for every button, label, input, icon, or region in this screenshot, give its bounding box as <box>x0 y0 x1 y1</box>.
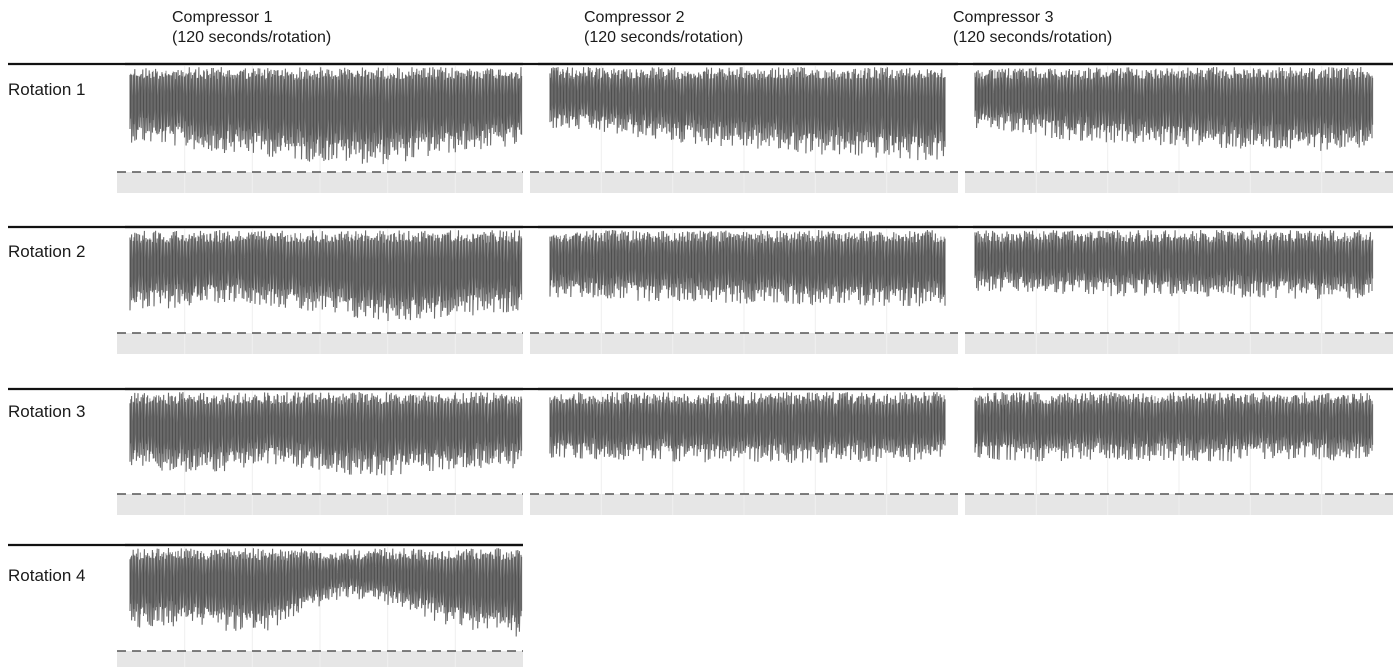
column-title: Compressor 2 <box>584 9 685 26</box>
panel-r3-c2 <box>530 387 958 515</box>
column-note: (120 seconds/rotation) <box>584 29 744 46</box>
panel-r3-c3 <box>965 387 1393 515</box>
row-label-rotation-3: Rotation 3 <box>8 402 86 421</box>
panel-trace <box>549 229 946 307</box>
panel-r3-c1 <box>117 387 523 515</box>
column-title: Compressor 1 <box>172 9 273 26</box>
row-label-rotation-4: Rotation 4 <box>8 566 86 585</box>
panel-trace <box>974 229 1373 300</box>
panel-trace-dark <box>975 70 1374 140</box>
column-header-compressor-1: Compressor 1 (120 seconds/rotation) <box>172 8 331 48</box>
panel-trace-dark <box>130 395 523 463</box>
panel-trace <box>974 392 1373 462</box>
panel-trace-dark <box>975 233 1374 290</box>
column-header-compressor-3: Compressor 3 (120 seconds/rotation) <box>953 8 1112 48</box>
row-label-rotation-2: Rotation 2 <box>8 242 86 261</box>
column-header-compressor-2: Compressor 2 (120 seconds/rotation) <box>584 8 743 48</box>
panel-trace <box>549 66 946 161</box>
panel-r4-c1 <box>117 543 523 667</box>
panel-r2-c3 <box>965 225 1393 354</box>
panel-r2-c2 <box>530 225 958 354</box>
panel-r1-c2 <box>530 62 958 193</box>
column-title: Compressor 3 <box>953 9 1054 26</box>
panel-r2-c1 <box>117 225 523 354</box>
panel-trace <box>974 66 1373 151</box>
column-note: (120 seconds/rotation) <box>953 29 1113 46</box>
column-note: (120 seconds/rotation) <box>172 29 332 46</box>
panel-trace-dark <box>130 70 523 149</box>
panel-r1-c1 <box>117 62 523 193</box>
panel-r1-c3 <box>965 62 1393 193</box>
panel-trace-dark <box>550 395 945 453</box>
panel-trace-dark <box>975 395 1374 453</box>
panel-trace-dark <box>130 233 523 309</box>
row-label-rotation-1: Rotation 1 <box>8 80 86 99</box>
panel-trace <box>549 391 946 463</box>
panel-trace-dark <box>550 70 945 146</box>
panel-trace-dark <box>130 551 523 624</box>
panel-trace-dark <box>550 233 945 295</box>
